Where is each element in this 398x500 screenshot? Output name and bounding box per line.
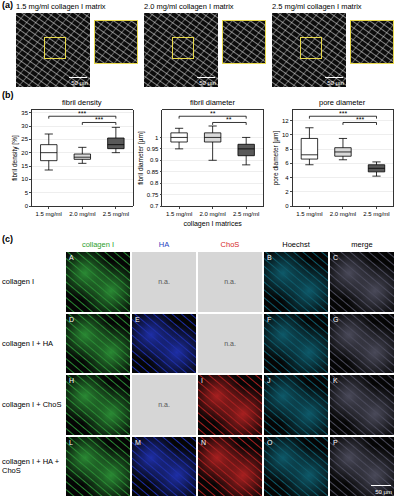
svg-text:0: 0 [25,203,29,209]
svg-text:1.5 mg/ml: 1.5 mg/ml [296,211,322,217]
svg-text:8: 8 [285,146,289,152]
svg-text:2.5 mg/ml: 2.5 mg/ml [363,211,389,217]
html-text:n.a.: n.a. [158,278,170,286]
html-text:E: E [135,315,140,323]
html-text:L: L [69,438,73,446]
html-text:2.0 mg/ml collagen I matrix: 2.0 mg/ml collagen I matrix [144,2,234,11]
html-text:n.a.: n.a. [224,278,236,286]
svg-text:30: 30 [21,123,28,129]
svg-text:1.5 mg/ml: 1.5 mg/ml [166,211,192,217]
svg-text:2.5 mg/ml: 2.5 mg/ml [103,211,129,217]
html-text:(b): (b) [2,90,14,100]
svg-text:0.75: 0.75 [147,192,159,198]
html-text:K: K [333,377,338,384]
svg-text:0: 0 [285,203,289,209]
svg-text:4: 4 [285,175,289,181]
html-text:n.a.: n.a. [158,401,170,409]
svg-text:1: 1 [155,135,159,141]
html-text:collagen I + ChoS: collagen I + ChoS [2,400,62,410]
svg-text:***: *** [78,110,86,117]
html-text:H: H [69,377,75,384]
svg-text:0.85: 0.85 [147,169,159,175]
svg-text:fibril density [%]: fibril density [%] [11,135,19,181]
html-text:(a) 1.5 mg/ml collagen I matri: (a) 1.5 mg/ml collagen I matrix [2,0,106,11]
svg-text:2.5 mg/ml: 2.5 mg/ml [233,211,259,217]
html-text:collagen I: collagen I [2,277,35,287]
html-text:B: B [267,254,272,261]
html-text:collagen I + HA: collagen I + HA [2,338,54,348]
svg-text:2.0 mg/ml: 2.0 mg/ml [69,211,95,217]
svg-text:***: *** [339,110,347,117]
html-text:N: N [201,438,207,446]
html-text:D: D [69,315,75,323]
html-text:50 µm: 50 µm [71,80,88,86]
html-text:G: G [333,315,339,323]
svg-text:6: 6 [285,160,289,166]
svg-text:fibril diameter: fibril diameter [190,98,236,107]
svg-text:1.5 mg/ml: 1.5 mg/ml [36,211,62,217]
svg-text:10: 10 [282,132,289,138]
svg-text:0.9: 0.9 [150,157,159,163]
svg-text:0.8: 0.8 [150,180,159,186]
svg-text:fibril diameter [µm]: fibril diameter [µm] [137,131,145,185]
html-text:M: M [135,438,141,446]
html-text:Hoechst: Hoechst [282,240,310,249]
svg-text:25: 25 [21,136,28,142]
svg-text:***: *** [95,116,103,123]
svg-text:5: 5 [25,190,29,196]
svg-text:fibril density: fibril density [62,98,102,107]
svg-text:15: 15 [21,163,28,169]
html-text:2.5 mg/ml collagen I matrix: 2.5 mg/ml collagen I matrix [272,2,362,11]
html-text:F: F [267,315,272,323]
html-text:(c): (c) [2,234,13,244]
html-text:ChoS: ChoS [220,240,240,249]
svg-text:0.7: 0.7 [150,203,159,209]
html-text:n.a.: n.a. [224,339,236,347]
html-text:O: O [267,438,273,446]
svg-text:2.0 mg/ml: 2.0 mg/ml [199,211,225,217]
html-text:merge: merge [351,240,373,249]
svg-text:**: ** [226,116,232,123]
svg-text:**: ** [210,110,216,117]
html-text:collagen I: collagen I [81,240,114,249]
html-text:collagen I + HA + ChoS: collagen I + HA + ChoS [2,457,60,476]
html-text:50 µm: 50 µm [199,80,216,86]
html-text:J: J [267,377,271,384]
svg-text:10: 10 [21,176,28,182]
svg-text:collagen I matrices: collagen I matrices [183,220,242,228]
svg-text:2.0 mg/ml: 2.0 mg/ml [330,211,356,217]
svg-text:0.95: 0.95 [147,146,159,152]
svg-text:pore diameter [µm]: pore diameter [µm] [272,130,280,185]
html-text:50 µm: 50 µm [375,489,392,495]
svg-text:20: 20 [21,150,28,156]
html-text:C: C [333,254,339,261]
svg-text:pore diameter: pore diameter [319,98,366,107]
html-text:P: P [333,438,338,446]
svg-text:35: 35 [21,110,28,116]
html-text:HA: HA [158,240,170,249]
svg-text:2: 2 [285,189,289,195]
svg-text:***: *** [356,116,364,123]
html-text:A: A [69,254,74,261]
html-text:50 µm: 50 µm [327,80,344,86]
html-text:I: I [201,377,203,384]
svg-text:12: 12 [282,118,289,124]
